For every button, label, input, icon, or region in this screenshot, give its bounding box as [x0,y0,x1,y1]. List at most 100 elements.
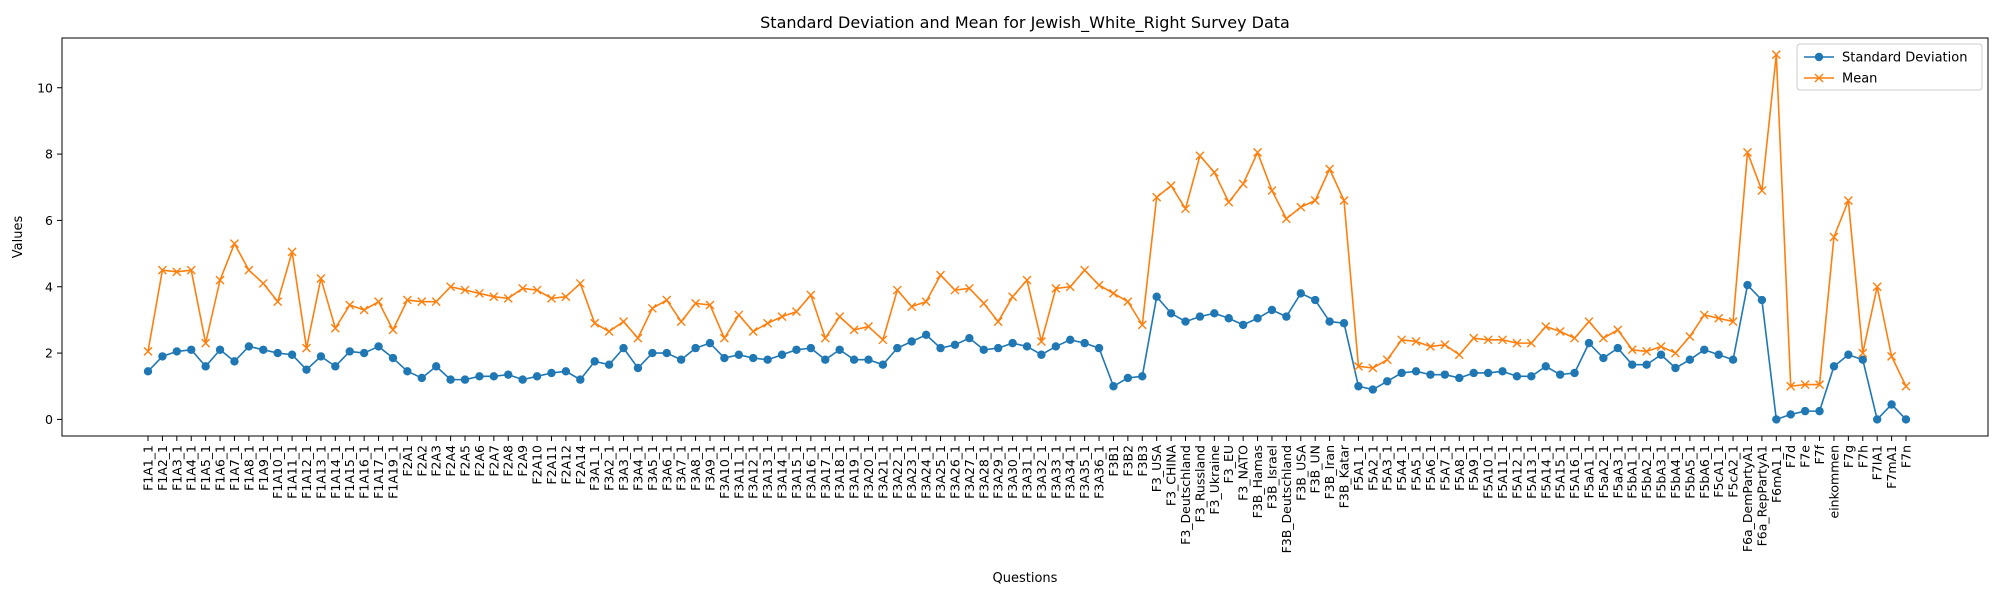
mean-point [705,300,715,310]
legend: Standard Deviation Mean [1796,43,1983,91]
standard-deviation-point [388,353,398,363]
x-tick-label: F3A13_1 [760,445,775,499]
x-tick-label: F5bA5_1 [1682,445,1697,499]
standard-deviation-point [705,338,715,348]
mean-point [1843,196,1853,206]
x-tick-label: F3A5_1 [645,445,660,491]
standard-deviation-point [1772,415,1781,424]
mean-point [215,275,225,285]
standard-deviation-point [1008,338,1017,348]
standard-deviation-point [504,370,513,379]
mean-point [1757,186,1767,196]
mean-point [417,297,427,307]
standard-deviation-point [1685,355,1695,364]
x-tick-label: F7f [1812,444,1827,464]
x-tick-label: F3A10_1 [717,445,732,499]
x-tick-label: F3_EU [1221,445,1236,483]
mean-point [402,295,412,305]
mean-point [143,346,153,356]
standard-deviation-point [1224,314,1233,323]
mean-point [921,297,931,307]
x-tick-label: F7mA1 [1884,445,1899,489]
x-tick-label: F5A15_1 [1553,445,1568,499]
mean-point [489,292,499,302]
standard-deviation-point [1181,317,1190,326]
standard-deviation-point [1094,343,1104,353]
mean-point [1541,322,1551,332]
x-tick-label: F3A33_1 [1048,445,1063,499]
mean-point [575,278,585,288]
x-tick-label: F2A1 [400,445,415,477]
standard-deviation-point [287,350,297,359]
x-tick-label: F1A6_1 [213,445,228,491]
standard-deviation-point [1282,312,1291,321]
mean-point [892,285,902,295]
standard-deviation-point [590,357,599,366]
mean-point [388,325,398,335]
mean-point [546,293,556,303]
x-tick-label: F5A14_1 [1538,445,1553,499]
x-tick-label: F3A6_1 [659,445,674,491]
mean-point [1224,197,1234,207]
x-tick-label: F2A7 [486,445,501,477]
mean-point [1325,164,1335,174]
standard-deviation-point [1656,350,1666,359]
standard-deviation-point [1887,400,1896,409]
mean-point [1699,310,1709,320]
mean-point [1570,333,1580,343]
standard-deviation-point [1051,342,1061,351]
standard-deviation-point [518,375,527,384]
mean-point [1786,381,1796,391]
x-tick-label: F3B_Katar [1337,444,1352,508]
standard-deviation-point [1584,338,1594,348]
x-tick-label: F3A28_1 [976,445,991,499]
mean-point [1195,151,1205,161]
standard-deviation-line [147,284,1907,421]
x-tick-label: F2A6 [472,445,487,477]
mean-point [1584,317,1594,327]
mean-point [1065,282,1075,292]
y-tick-label: 10 [37,80,53,95]
mean-point [1627,345,1637,355]
standard-deviation-point [835,345,844,354]
standard-deviation-point [1570,368,1579,378]
mean-point [878,335,888,345]
x-tick-label: F2A8 [501,445,516,477]
series-layer [143,50,1911,424]
mean-point [287,247,297,257]
x-tick-label: F3A15_1 [789,445,804,499]
x-tick-label: F5A6_1 [1423,445,1438,491]
standard-deviation-point [1267,305,1277,315]
mean-point [1137,320,1147,330]
mean-point [964,283,974,293]
mean-point [777,312,787,322]
standard-deviation-point [1440,370,1450,379]
x-tick-label: F1A16_1 [357,445,372,499]
x-tick-label: F1A13_1 [313,445,328,499]
x-tick-label: F1A7_1 [227,445,242,491]
x-tick-label: F1A19_1 [385,445,400,499]
x-tick-label: F5A8_1 [1452,445,1467,491]
mean-point [186,265,196,275]
standard-deviation-point [417,373,426,383]
x-tick-label: F1A8_1 [241,445,256,491]
standard-deviation-point [604,360,614,369]
mean-point [1728,317,1738,327]
mean-point [1181,204,1191,214]
mean-point [993,317,1003,327]
mean-point [561,292,571,302]
x-tick-label: F6mA1_1 [1769,445,1784,503]
x-tick-label: F3A24_1 [919,445,934,499]
standard-deviation-point [763,355,772,364]
standard-deviation-point [979,345,988,354]
x-tick-label: F1A12_1 [299,445,314,499]
standard-deviation-point [633,363,643,373]
standard-deviation-point [532,372,542,381]
mean-point [157,265,167,275]
x-tick-label: F3B_Iran [1322,445,1337,499]
mean-point [1353,361,1363,371]
mean-point [1267,186,1277,196]
x-tick-label: F3A23_1 [904,445,919,499]
x-tick-label: F3A31_1 [1020,445,1035,499]
mean-point [532,285,542,295]
